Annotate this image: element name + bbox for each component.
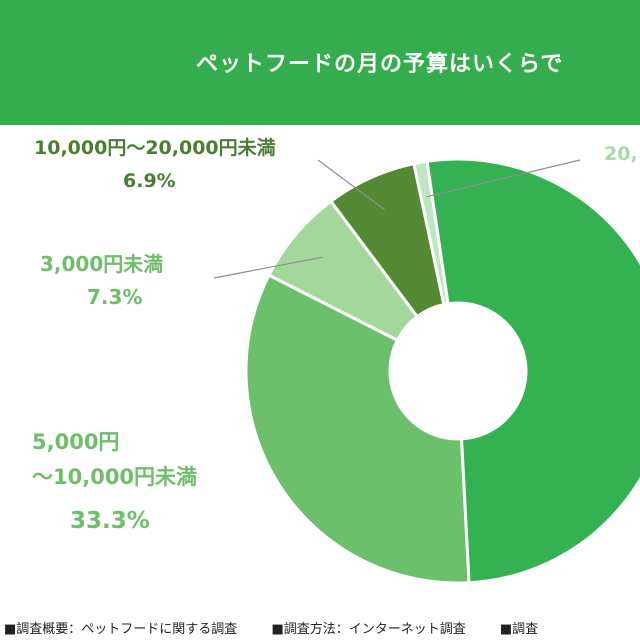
slice-pct-under-3000: 7.3% bbox=[87, 285, 143, 309]
slice-label-20000-plus: 20, bbox=[604, 143, 638, 165]
slice-label-under-3000: 3,000円未満 bbox=[40, 252, 164, 276]
footer-survey-method: ■調査方法：インターネット調査 bbox=[271, 622, 466, 637]
header-banner: ペットフードの月の予算はいくらで bbox=[0, 0, 640, 125]
footer-survey-summary: ■調査概要：ペットフードに関する調査 bbox=[4, 622, 238, 637]
slice-label-5000-10000-line1: 5,000円 bbox=[32, 430, 120, 454]
slice-main bbox=[425, 157, 640, 585]
slice-pct-10000-20000: 6.9% bbox=[123, 170, 176, 192]
slice-5000-10000 bbox=[244, 273, 471, 585]
slice-label-5000-10000-line2: 〜10,000円未満 bbox=[32, 465, 198, 489]
survey-footer: ■調査概要：ペットフードに関する調査 ■調査方法：インターネット調査 ■調査 bbox=[4, 618, 568, 637]
slice-label-10000-20000: 10,000円〜20,000円未満 bbox=[34, 137, 276, 159]
leader-line-under-3000 bbox=[213, 256, 323, 279]
leader-line-10000-20000 bbox=[317, 159, 386, 211]
leader-line-20000-plus bbox=[426, 159, 581, 198]
chart-title: ペットフードの月の予算はいくらで bbox=[196, 52, 564, 77]
footer-survey-more: ■調査 bbox=[499, 622, 539, 637]
slice-pct-5000-10000: 33.3% bbox=[70, 508, 150, 534]
